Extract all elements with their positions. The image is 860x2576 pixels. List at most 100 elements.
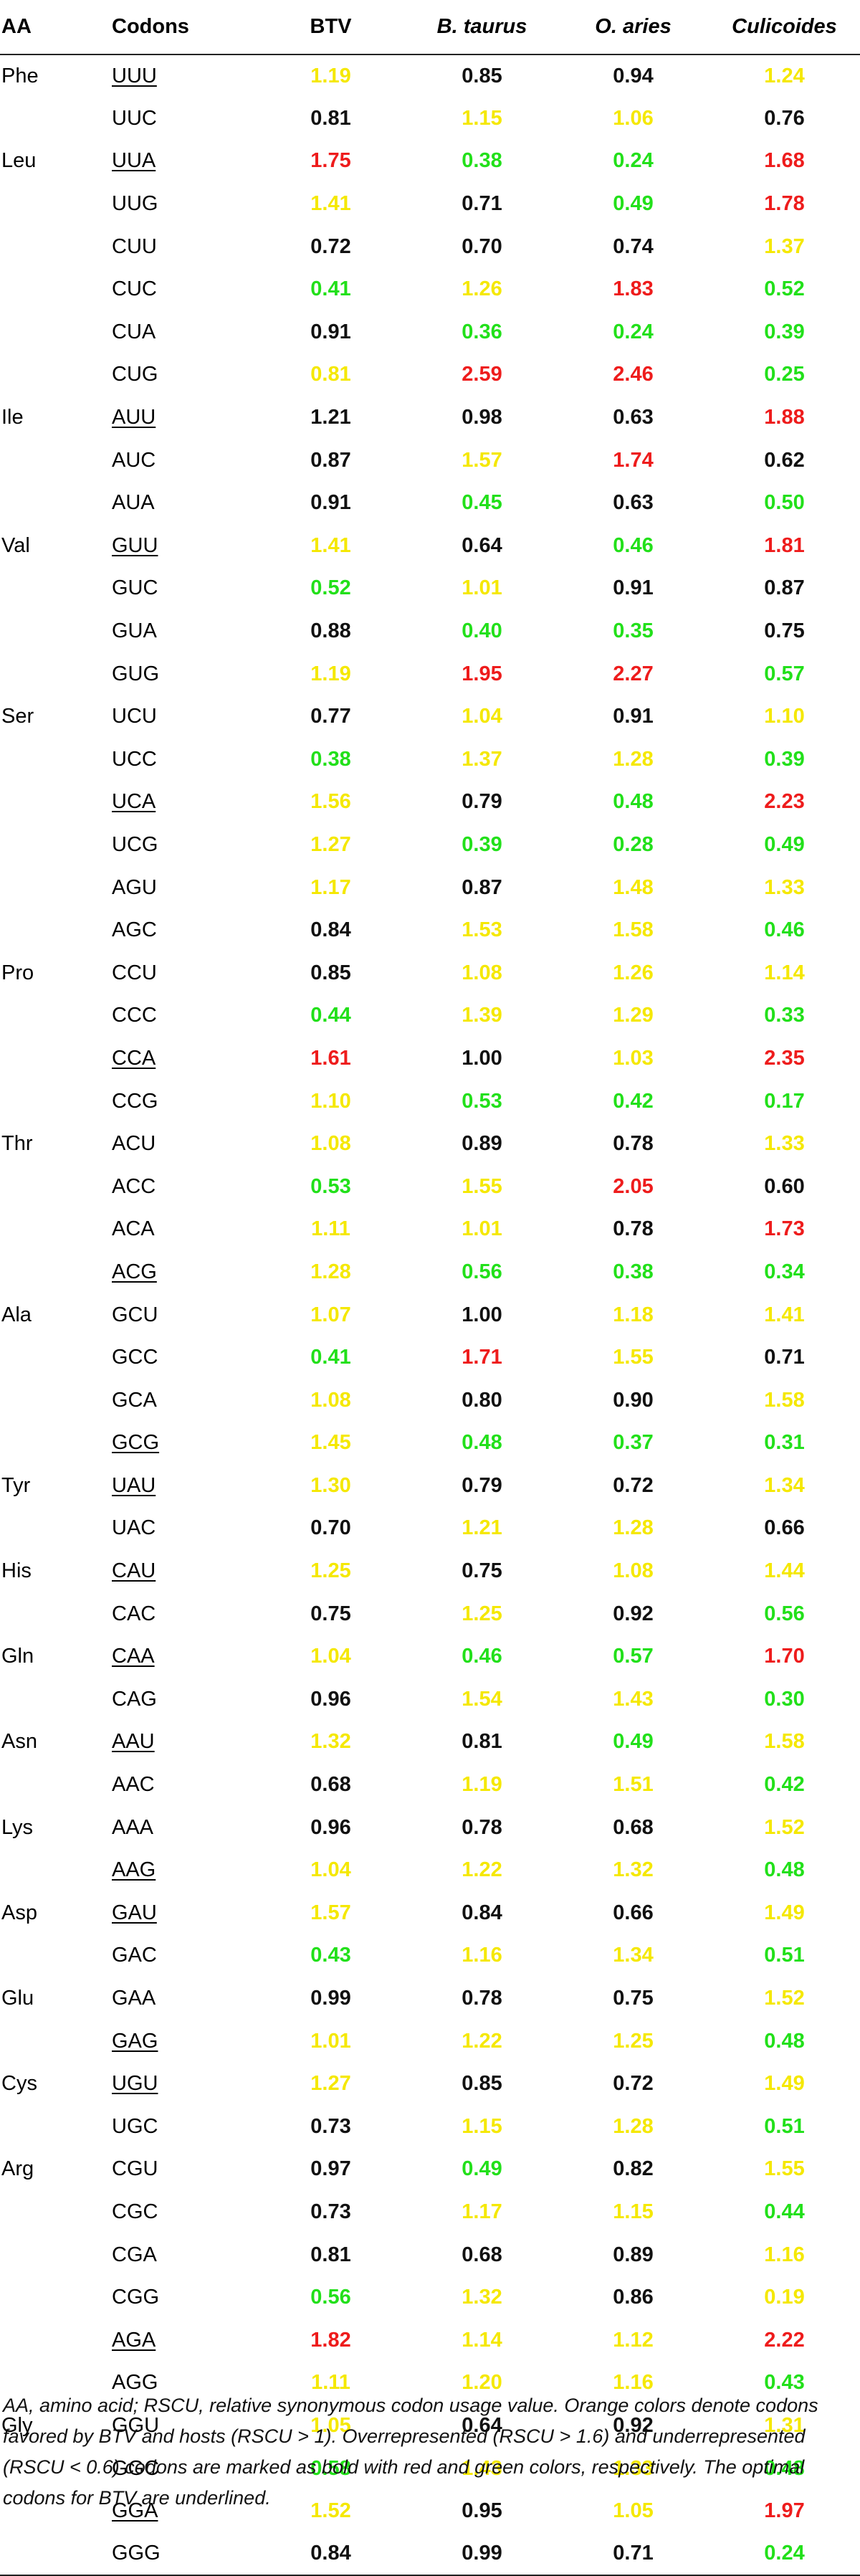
codon-cell: GGU: [112, 2413, 160, 2437]
table-row: CCC 0.44 1.39 1.29 0.33: [0, 994, 860, 1037]
culicoides-value: 2.23: [764, 790, 805, 814]
header-btv: BTV: [255, 0, 406, 55]
amino-acid-cell: [0, 311, 109, 354]
culicoides-value: 0.30: [764, 1687, 805, 1711]
culicoides-value: 1.10: [764, 705, 805, 728]
table-row: AGU 1.17 0.87 1.48 1.33: [0, 866, 860, 909]
optimal-codon-cell: AAU: [112, 1730, 155, 1754]
b-taurus-value: 0.40: [462, 619, 502, 643]
btv-value: 0.56: [310, 2286, 351, 2309]
codon-cell: ACA: [112, 1217, 155, 1241]
o-aries-value: 0.38: [613, 1260, 654, 1283]
culicoides-value: 0.48: [764, 1858, 805, 1882]
culicoides-value: 0.66: [764, 1516, 805, 1540]
culicoides-value: 1.14: [764, 961, 805, 984]
o-aries-value: 1.28: [613, 2114, 654, 2138]
btv-value: 0.96: [310, 1687, 351, 1711]
b-taurus-value: 0.98: [462, 406, 502, 429]
o-aries-value: 1.12: [613, 2328, 654, 2352]
b-taurus-value: 0.56: [462, 1260, 502, 1283]
o-aries-value: 0.35: [613, 619, 654, 643]
btv-value: 1.08: [310, 1388, 351, 1412]
btv-value: 1.27: [310, 2072, 351, 2096]
btv-value: 1.07: [310, 1303, 351, 1326]
table-row: GUC 0.52 1.01 0.91 0.87: [0, 567, 860, 610]
btv-value: 1.04: [310, 1645, 351, 1668]
codon-cell: GUG: [112, 662, 160, 685]
o-aries-value: 1.28: [613, 747, 654, 771]
btv-value: 1.08: [310, 1132, 351, 1156]
o-aries-value: 0.92: [613, 2413, 654, 2437]
amino-acid-cell: [0, 439, 109, 482]
culicoides-value: 1.81: [764, 533, 805, 557]
amino-acid-cell: [0, 1678, 109, 1721]
o-aries-value: 1.43: [613, 1687, 654, 1711]
amino-acid-cell: [0, 866, 109, 909]
culicoides-value: 1.33: [764, 875, 805, 899]
btv-value: 0.72: [310, 234, 351, 258]
amino-acid-cell: Gln: [1, 1645, 34, 1668]
b-taurus-value: 0.87: [462, 875, 502, 899]
o-aries-value: 1.08: [613, 1559, 654, 1583]
b-taurus-value: 2.59: [462, 363, 502, 386]
o-aries-value: 0.92: [613, 1602, 654, 1625]
b-taurus-value: 1.22: [462, 2029, 502, 2053]
culicoides-value: 1.73: [764, 1217, 805, 1241]
o-aries-value: 0.48: [613, 790, 654, 814]
table-row: CUU 0.72 0.70 0.74 1.37: [0, 225, 860, 268]
o-aries-value: 0.91: [613, 705, 654, 728]
o-aries-value: 0.49: [613, 1730, 654, 1754]
o-aries-value: 1.06: [613, 106, 654, 130]
culicoides-value: 1.49: [764, 1901, 805, 1924]
btv-value: 0.91: [310, 320, 351, 343]
b-taurus-value: 1.01: [462, 1217, 502, 1241]
amino-acid-cell: [0, 98, 109, 141]
culicoides-value: 1.55: [764, 2157, 805, 2181]
btv-value: 0.58: [310, 2456, 351, 2480]
amino-acid-cell: [0, 183, 109, 226]
o-aries-value: 0.28: [613, 832, 654, 856]
btv-value: 0.91: [310, 491, 351, 515]
culicoides-value: 1.58: [764, 1388, 805, 1412]
b-taurus-value: 0.85: [462, 64, 502, 87]
codon-cell: ACU: [112, 1132, 156, 1156]
optimal-codon-cell: CCA: [112, 1046, 156, 1070]
btv-value: 0.68: [310, 1773, 351, 1797]
optimal-codon-cell: UUU: [112, 64, 157, 87]
amino-acid-cell: [0, 909, 109, 952]
btv-value: 1.19: [310, 662, 351, 685]
culicoides-value: 1.52: [764, 1987, 805, 2010]
table-row: ACC 0.53 1.55 2.05 0.60: [0, 1165, 860, 1208]
table-row: CGG 0.56 1.32 0.86 0.19: [0, 2276, 860, 2319]
btv-value: 1.11: [311, 1217, 350, 1241]
amino-acid-cell: Gly: [1, 2413, 33, 2437]
amino-acid-cell: His: [1, 1559, 32, 1583]
o-aries-value: 0.72: [613, 1473, 654, 1497]
codon-cell: UGC: [112, 2114, 158, 2138]
table-footnote: AA, amino acid; RSCU, relative synonymou…: [3, 2395, 818, 2509]
culicoides-value: 0.25: [764, 363, 805, 386]
btv-value: 0.75: [310, 1602, 351, 1625]
o-aries-value: 0.78: [613, 1132, 654, 1156]
btv-value: 0.88: [310, 619, 351, 643]
btv-value: 1.75: [310, 149, 351, 173]
codon-cell: GCA: [112, 1388, 157, 1412]
btv-value: 0.73: [310, 2200, 351, 2223]
codon-cell: AAA: [112, 1815, 154, 1839]
o-aries-value: 0.75: [613, 1987, 654, 2010]
b-taurus-value: 0.46: [462, 1645, 502, 1668]
codon-cell: CAC: [112, 1602, 156, 1625]
header-o-aries: O. aries: [558, 0, 709, 55]
culicoides-value: 0.49: [764, 832, 805, 856]
o-aries-value: 1.83: [613, 277, 654, 301]
table-row: GUA 0.88 0.40 0.35 0.75: [0, 610, 860, 653]
amino-acid-cell: [0, 1507, 109, 1550]
amino-acid-cell: [0, 482, 109, 525]
b-taurus-value: 0.99: [406, 2532, 558, 2576]
b-taurus-value: 1.15: [462, 2114, 502, 2138]
amino-acid-cell: [0, 1422, 109, 1465]
culicoides-value: 0.50: [764, 491, 805, 515]
table-row: CCA 1.61 1.00 1.03 2.35: [0, 1037, 860, 1080]
btv-value: 1.01: [310, 2029, 351, 2053]
